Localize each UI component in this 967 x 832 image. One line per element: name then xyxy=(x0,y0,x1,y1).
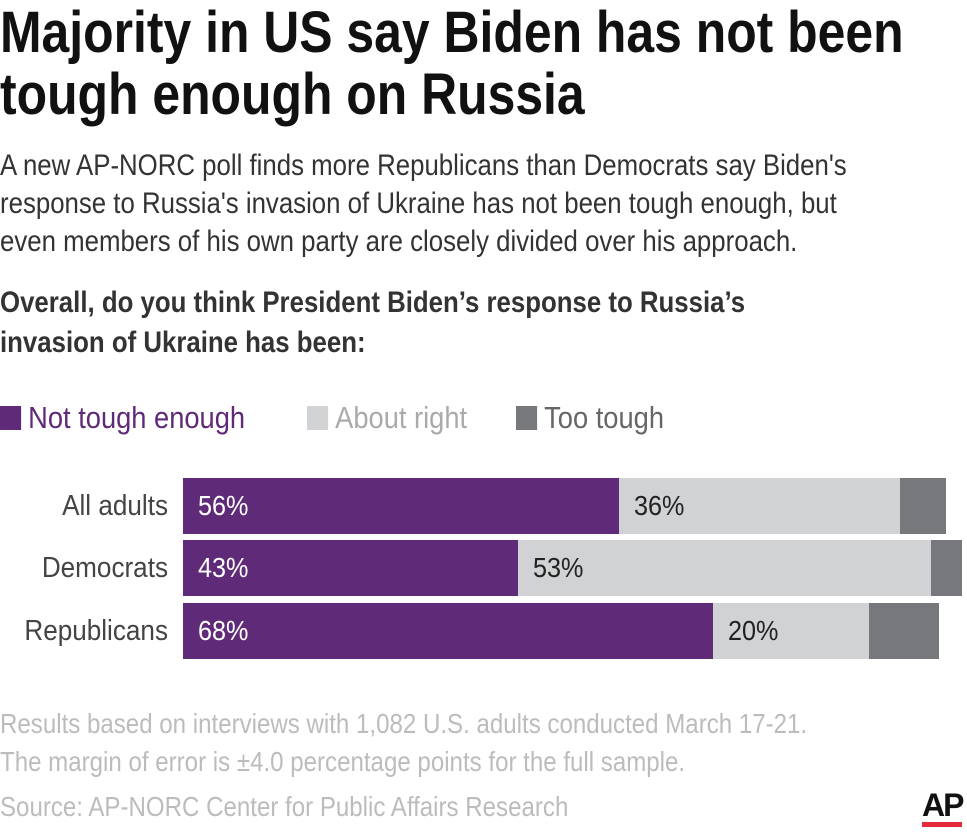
category-label: All adults xyxy=(62,490,168,522)
title-line: tough enough on Russia xyxy=(0,62,585,127)
category-label: Democrats xyxy=(41,552,168,584)
legend-swatch xyxy=(306,406,328,430)
question-line: invasion of Ukraine has been: xyxy=(0,326,366,359)
legend-item: Not tough enough xyxy=(0,400,245,436)
subtitle-line: response to Russia's invasion of Ukraine… xyxy=(0,187,837,220)
legend-label: About right xyxy=(334,400,467,435)
source-note: Source: AP-NORC Center for Public Affair… xyxy=(0,791,569,822)
bar-segment xyxy=(183,540,518,596)
bar-segment xyxy=(930,540,962,596)
data-label: 56% xyxy=(198,490,249,521)
legend-label: Not tough enough xyxy=(28,400,246,435)
legend-item: Too tough xyxy=(516,400,664,436)
bar-segment xyxy=(712,603,869,659)
subtitle-line: A new AP-NORC poll finds more Republican… xyxy=(0,149,847,182)
legend-swatch xyxy=(516,406,538,430)
legend-swatch xyxy=(0,406,22,430)
bar-segment xyxy=(183,603,713,659)
legend: Not tough enough About right Too tough xyxy=(0,400,713,436)
data-label: 20% xyxy=(727,615,779,646)
survey-question: Overall, do you think President Biden’s … xyxy=(0,283,745,363)
ap-logo: AP xyxy=(922,787,964,823)
chart-title: Majority in US say Biden has not been to… xyxy=(0,2,904,126)
legend-item: About right xyxy=(306,400,467,436)
bar-segment xyxy=(619,478,900,534)
data-label: 68% xyxy=(198,615,249,646)
ap-logo-bar xyxy=(922,822,962,827)
footnote-line: The margin of error is ±4.0 percentage p… xyxy=(0,746,686,777)
data-label: 53% xyxy=(532,552,584,583)
bar-segment xyxy=(899,478,947,534)
bar-segment xyxy=(868,603,939,659)
chart-subtitle: A new AP-NORC poll finds more Republican… xyxy=(0,147,847,261)
question-line: Overall, do you think President Biden’s … xyxy=(0,286,746,319)
bar-segment xyxy=(183,478,620,534)
legend-label: Too tough xyxy=(544,400,665,435)
category-label: Republicans xyxy=(24,615,169,647)
bar-segment xyxy=(517,540,931,596)
data-label: 43% xyxy=(198,552,249,583)
data-label: 36% xyxy=(634,490,685,521)
footnote-line: Results based on interviews with 1,082 U… xyxy=(0,708,808,739)
title-line: Majority in US say Biden has not been xyxy=(0,0,904,65)
footnote: Results based on interviews with 1,082 U… xyxy=(0,705,807,781)
subtitle-line: even members of his own party are closel… xyxy=(0,225,798,258)
